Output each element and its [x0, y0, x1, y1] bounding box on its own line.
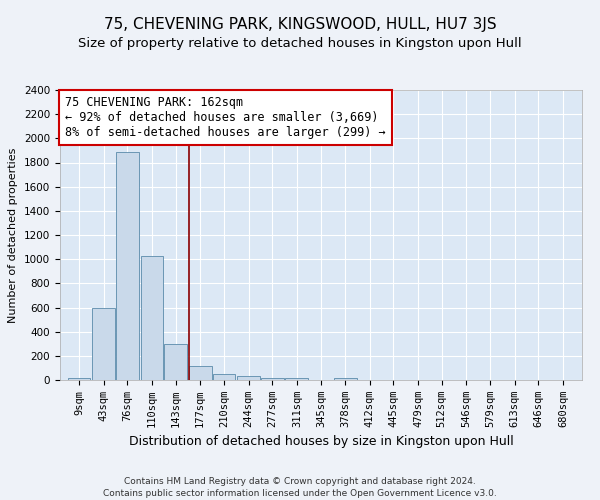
Text: Contains HM Land Registry data © Crown copyright and database right 2024.: Contains HM Land Registry data © Crown c… — [124, 478, 476, 486]
Bar — [92, 308, 115, 380]
Bar — [164, 344, 187, 380]
Text: Distribution of detached houses by size in Kingston upon Hull: Distribution of detached houses by size … — [128, 435, 514, 448]
Bar — [334, 378, 356, 380]
Bar — [237, 376, 260, 380]
Text: 75 CHEVENING PARK: 162sqm
← 92% of detached houses are smaller (3,669)
8% of sem: 75 CHEVENING PARK: 162sqm ← 92% of detac… — [65, 96, 386, 139]
Bar — [140, 256, 163, 380]
Text: Size of property relative to detached houses in Kingston upon Hull: Size of property relative to detached ho… — [78, 38, 522, 51]
Y-axis label: Number of detached properties: Number of detached properties — [8, 148, 19, 322]
Bar — [261, 378, 284, 380]
Text: Contains public sector information licensed under the Open Government Licence v3: Contains public sector information licen… — [103, 489, 497, 498]
Bar — [286, 378, 308, 380]
Bar — [68, 378, 91, 380]
Text: 75, CHEVENING PARK, KINGSWOOD, HULL, HU7 3JS: 75, CHEVENING PARK, KINGSWOOD, HULL, HU7… — [104, 18, 496, 32]
Bar — [212, 374, 235, 380]
Bar — [189, 366, 212, 380]
Bar — [116, 152, 139, 380]
